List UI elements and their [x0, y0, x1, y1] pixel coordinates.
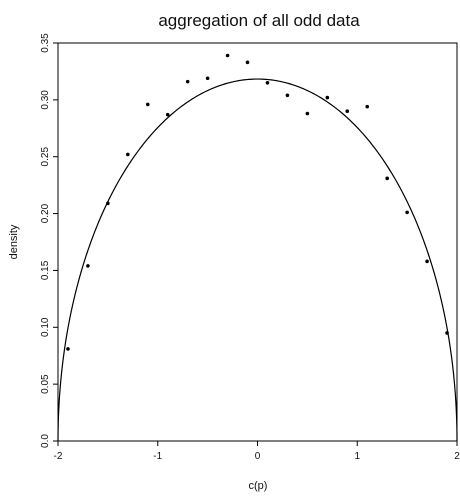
y-tick-label: 0.15: [40, 260, 51, 280]
y-tick-label: 0.0: [40, 434, 51, 448]
x-tick-label: 1: [354, 451, 360, 462]
x-tick-label: -1: [153, 451, 162, 462]
y-tick-label: 0.35: [40, 33, 51, 53]
data-point: [126, 152, 130, 157]
data-point: [106, 201, 110, 206]
data-point: [245, 60, 250, 65]
data-point: [205, 76, 210, 81]
data-point: [445, 331, 449, 335]
data-point: [305, 111, 310, 116]
y-tick-label: 0.20: [40, 203, 51, 223]
data-point: [86, 264, 90, 268]
x-tick-label: 0: [255, 451, 261, 462]
x-tick-label: -2: [54, 451, 63, 462]
data-point: [425, 259, 429, 264]
y-tick-label: 0.05: [40, 374, 51, 394]
data-point: [405, 210, 409, 215]
data-point: [365, 104, 370, 109]
data-point: [225, 53, 230, 58]
fitted-density-curve: [57, 78, 458, 442]
data-point: [265, 81, 270, 85]
x-axis-label: c(p): [249, 480, 268, 492]
y-tick-label: 0.25: [40, 147, 51, 167]
y-axis-label: density: [8, 224, 20, 259]
data-point: [185, 79, 190, 84]
data-point: [145, 102, 150, 107]
y-axis: 0.0 0.05 0.10 0.15 0.20 0.25 0.30 0.35: [40, 33, 58, 448]
y-tick-label: 0.30: [40, 90, 51, 110]
x-tick-label: 2: [454, 451, 460, 462]
chart-title: aggregation of all odd data: [158, 11, 360, 30]
data-points: [66, 53, 449, 351]
data-point: [66, 347, 70, 351]
plot-frame: [57, 42, 458, 442]
data-point: [385, 176, 389, 181]
data-point: [325, 95, 330, 100]
data-point: [165, 112, 170, 117]
x-axis: -2 -1 0 1 2: [54, 441, 460, 462]
data-point: [345, 109, 350, 114]
y-tick-label: 0.10: [40, 317, 51, 337]
data-point: [285, 93, 290, 98]
